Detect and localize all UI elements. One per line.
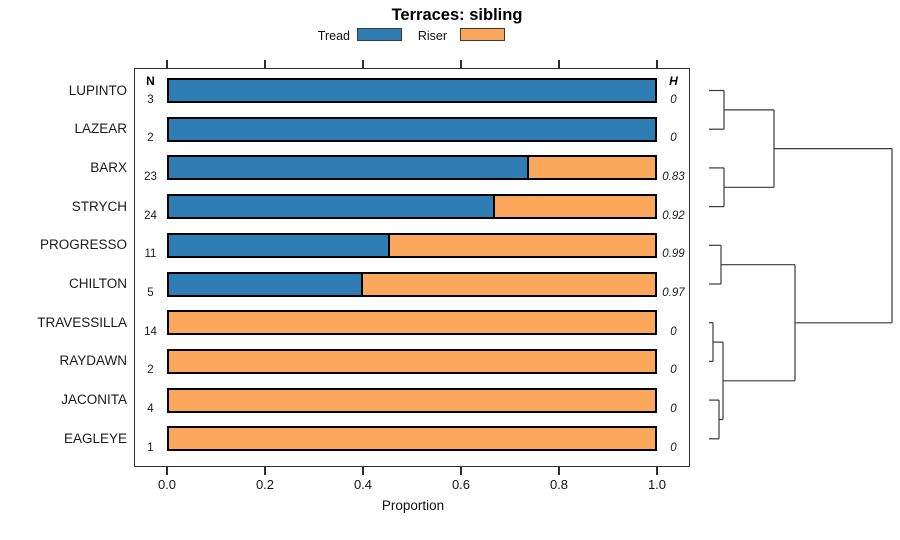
h-value: 0 bbox=[670, 364, 677, 377]
category-label: LUPINTO bbox=[68, 82, 127, 98]
tread-segment bbox=[169, 157, 529, 179]
x-tick-bottom bbox=[264, 467, 266, 475]
x-tick-label: 0.4 bbox=[353, 477, 373, 492]
tread-segment bbox=[169, 234, 391, 256]
x-tick-top bbox=[264, 60, 266, 68]
category-label: BARX bbox=[90, 159, 127, 175]
n-value: 2 bbox=[147, 364, 154, 377]
n-value: 5 bbox=[147, 287, 154, 299]
x-tick-top bbox=[362, 60, 364, 68]
x-tick-bottom bbox=[460, 467, 462, 475]
bar-row bbox=[167, 310, 657, 336]
bar-row bbox=[167, 78, 657, 103]
x-tick-label: 1.0 bbox=[647, 477, 667, 492]
bar-row bbox=[167, 387, 657, 413]
bar-row bbox=[167, 194, 657, 220]
category-label: TRAVESSILLA bbox=[37, 314, 127, 330]
category-label: PROGRESSO bbox=[39, 237, 127, 253]
h-value: 0 bbox=[670, 441, 677, 454]
x-tick-top bbox=[460, 60, 462, 68]
bar-row bbox=[167, 426, 657, 452]
x-tick-label: 0.8 bbox=[549, 477, 569, 492]
category-label: CHILTON bbox=[68, 276, 127, 291]
n-value: 3 bbox=[147, 93, 154, 106]
category-label: LAZEAR bbox=[74, 121, 127, 137]
n-value: 11 bbox=[144, 248, 157, 261]
legend-riser-swatch bbox=[460, 28, 505, 41]
category-label: STRYCH bbox=[71, 198, 127, 214]
x-tick-top bbox=[558, 60, 560, 68]
riser-segment bbox=[169, 350, 655, 372]
tread-segment bbox=[169, 273, 364, 295]
bar-row bbox=[167, 116, 657, 142]
n-value: 24 bbox=[144, 209, 157, 222]
h-value: 0 bbox=[670, 132, 677, 145]
h-value: 0.97 bbox=[662, 287, 685, 299]
n-value: 4 bbox=[147, 403, 154, 416]
n-column-header: N bbox=[146, 74, 155, 88]
riser-segment bbox=[494, 196, 655, 218]
chart-title: Terraces: sibling bbox=[391, 6, 523, 24]
category-label: JACONITA bbox=[61, 392, 127, 408]
h-value: 0.83 bbox=[662, 170, 685, 183]
bar-row bbox=[167, 232, 657, 258]
x-tick-label: 0.0 bbox=[157, 477, 177, 492]
x-tick-bottom bbox=[362, 467, 364, 475]
h-value: 0.92 bbox=[662, 209, 685, 222]
x-tick-label: 0.2 bbox=[255, 477, 275, 492]
plot-area-frame bbox=[134, 68, 690, 467]
x-tick-bottom bbox=[656, 467, 658, 475]
n-value: 1 bbox=[147, 441, 154, 454]
riser-segment bbox=[169, 389, 655, 411]
riser-segment bbox=[528, 157, 655, 179]
category-label: EAGLEYE bbox=[63, 430, 127, 446]
legend-riser-label: Riser bbox=[417, 29, 447, 43]
x-tick-top bbox=[656, 60, 658, 68]
x-tick-top bbox=[166, 60, 168, 68]
riser-segment bbox=[363, 273, 655, 295]
x-tick-bottom bbox=[558, 467, 560, 475]
riser-segment bbox=[390, 234, 655, 256]
bar-row bbox=[167, 271, 657, 297]
legend-tread-label: Tread bbox=[317, 29, 350, 43]
x-axis-title: Proportion bbox=[381, 498, 445, 513]
n-value: 23 bbox=[144, 170, 157, 183]
h-value: 0 bbox=[670, 325, 677, 338]
h-value: 0 bbox=[670, 403, 677, 416]
h-column-header: H bbox=[669, 74, 678, 88]
n-value: 2 bbox=[147, 132, 154, 145]
x-tick-bottom bbox=[166, 467, 168, 475]
tread-segment bbox=[169, 196, 495, 218]
legend-tread-swatch bbox=[357, 28, 402, 41]
bar-row bbox=[167, 155, 657, 181]
tread-segment bbox=[169, 80, 655, 101]
riser-segment bbox=[169, 312, 655, 334]
tread-segment bbox=[169, 118, 655, 140]
h-value: 0.99 bbox=[662, 248, 685, 261]
category-label: RAYDAWN bbox=[59, 353, 128, 369]
n-value: 14 bbox=[144, 325, 157, 338]
bar-row bbox=[167, 348, 657, 374]
riser-segment bbox=[169, 428, 655, 450]
x-tick-label: 0.6 bbox=[451, 477, 471, 492]
h-value: 0 bbox=[670, 93, 677, 106]
